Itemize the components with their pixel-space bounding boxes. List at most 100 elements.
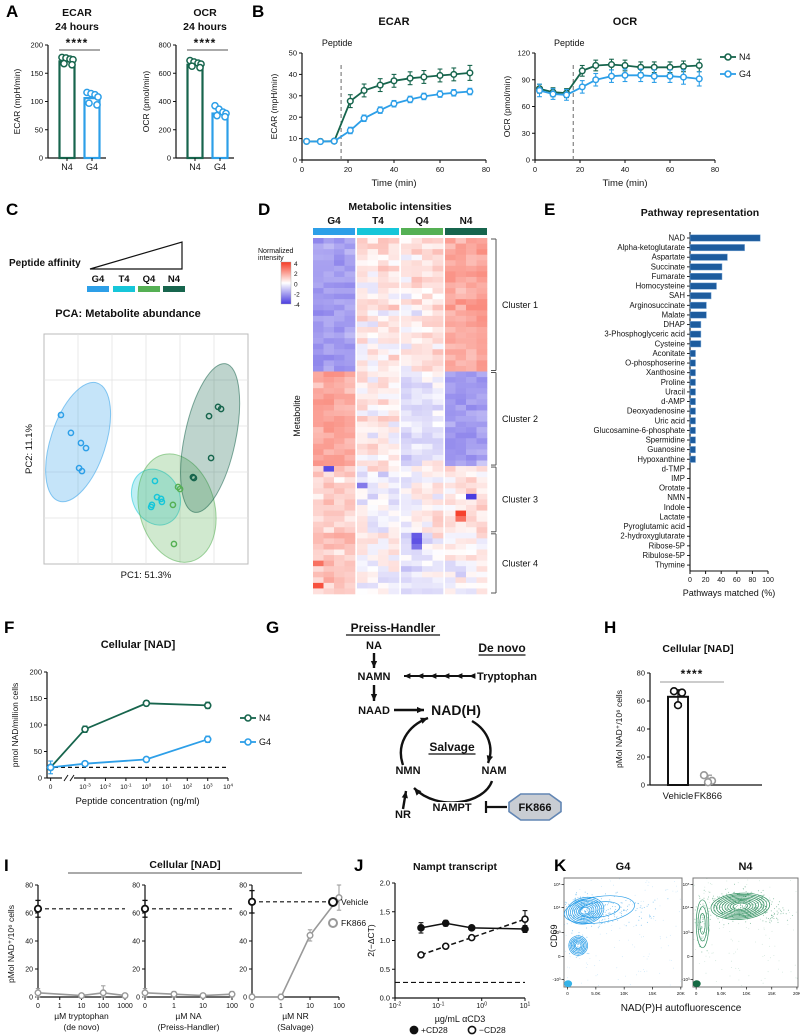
svg-text:5.0K: 5.0K <box>591 991 600 996</box>
chart-title: ECAR <box>378 16 409 28</box>
svg-text:4: 4 <box>294 261 298 268</box>
x-axis-label: µM NA <box>175 1011 201 1021</box>
svg-text:10: 10 <box>306 1003 314 1010</box>
svg-text:40: 40 <box>717 577 725 584</box>
svg-text:intensity: intensity <box>258 255 284 262</box>
svg-text:40: 40 <box>390 165 398 174</box>
svg-text:20: 20 <box>289 113 297 122</box>
svg-text:0: 0 <box>695 991 698 996</box>
svg-text:10-1: 10-1 <box>432 1002 444 1010</box>
cluster-label: Cluster 2 <box>502 414 538 424</box>
significance-stars: **** <box>194 36 217 50</box>
y-axis-label: 2(−ΔCT) <box>366 924 376 957</box>
svg-text:400: 400 <box>158 97 171 106</box>
pathway-bar <box>689 378 696 386</box>
svg-text:0: 0 <box>533 165 537 174</box>
x-axis-label: µg/mL αCD3 <box>435 1014 486 1024</box>
panel-letter-k: K <box>554 856 567 875</box>
panel-a-chart-ecar: ECAR 24 hours **** 0 50 100 150 200 N4 G4 ECAR (mp… <box>12 7 106 172</box>
svg-text:10K: 10K <box>743 991 751 996</box>
pathway-item-label: Succinate <box>651 262 685 271</box>
chart-title: ECAR <box>62 7 92 19</box>
heatmap-colorbar <box>280 261 292 305</box>
panel-letter-g: G <box>266 618 280 637</box>
svg-text:10: 10 <box>199 1003 207 1010</box>
svg-text:40: 40 <box>25 939 33 946</box>
svg-text:10³: 10³ <box>683 930 690 935</box>
svg-text:T4: T4 <box>372 216 384 227</box>
svg-text:Q4: Q4 <box>415 216 429 227</box>
svg-text:0: 0 <box>566 991 569 996</box>
svg-text:20: 20 <box>239 967 247 974</box>
panel-letter-d: D <box>258 200 271 219</box>
pathway-item-label: Alpha-ketoglutarate <box>617 243 685 252</box>
svg-text:80: 80 <box>25 883 33 890</box>
svg-text:10-2: 10-2 <box>389 1002 401 1010</box>
pathway-bar <box>689 349 696 357</box>
chart-title: Cellular [NAD] <box>149 859 220 871</box>
y-axis-label: OCR (pmol/min) <box>141 71 151 133</box>
panel-b-legend: N4 G4 <box>720 52 751 79</box>
svg-text:100: 100 <box>97 1003 109 1010</box>
svg-text:0: 0 <box>641 781 645 790</box>
panel-j: Nampt transcript 0.0 0.5 1.0 1.5 2.0 10-2 10-1 1… <box>366 861 531 1035</box>
group-strip-G4 <box>313 228 355 235</box>
panel-g: Preiss-Handler NA NAMN De novo Tryptophan NAA… <box>345 621 562 821</box>
svg-text:100: 100 <box>30 97 43 106</box>
pathway-item-label: d-TMP <box>662 464 685 473</box>
svg-text:Q4: Q4 <box>143 274 156 285</box>
svg-text:100: 100 <box>333 1003 345 1010</box>
panel-a-chart-ocr: OCR 24 hours **** 0 200 400 600 800 N4 G4 OCR (pmo… <box>141 7 234 172</box>
pathway-item-label: Spermidine <box>646 436 685 445</box>
svg-text:50: 50 <box>35 125 43 134</box>
bar-N4 <box>186 63 204 160</box>
panel-f: Cellular [NAD] 0 50 100 150 200 0 10-3 10-2 10-1 1… <box>10 639 271 807</box>
svg-text:60: 60 <box>522 102 530 111</box>
panel-k: CD69 NAD(P)H autofluorescence G4 0 5.0K 10K 15… <box>549 861 800 1014</box>
pathway-item-label: Fumarate <box>652 272 685 281</box>
svg-text:5.0K: 5.0K <box>717 991 726 996</box>
pathway-bar <box>689 292 712 300</box>
svg-text:120: 120 <box>517 49 530 58</box>
pathway-bar <box>689 244 745 252</box>
svg-text:0: 0 <box>38 774 42 783</box>
svg-text:80: 80 <box>711 165 719 174</box>
heatmap-title: Metabolic intensities <box>348 201 451 213</box>
pathway-item-label: O-phosphoserine <box>625 359 685 368</box>
pathway-bar <box>689 369 696 377</box>
svg-text:10K: 10K <box>620 991 628 996</box>
node-namn: NAMN <box>358 671 391 683</box>
svg-text:60: 60 <box>666 165 674 174</box>
pathway-item-label: Proline <box>661 378 685 387</box>
legend-label-G4: G4 <box>259 737 271 747</box>
svg-text:30: 30 <box>289 91 297 100</box>
svg-text:600: 600 <box>158 69 171 78</box>
legend-label-N4: N4 <box>259 713 271 723</box>
svg-text:0: 0 <box>39 154 43 163</box>
svg-text:10⁵: 10⁵ <box>683 882 690 887</box>
affinity-chip-G4 <box>87 286 109 292</box>
pathway-preiss-handler: Preiss-Handler <box>351 621 436 635</box>
svg-text:1.0: 1.0 <box>380 936 390 945</box>
svg-text:20K: 20K <box>677 991 685 996</box>
svg-text:103: 103 <box>203 783 213 791</box>
bar-Vehicle <box>667 695 689 786</box>
panel-d: Metabolic intensities G4 T4 Q4 N4 Normalizedi… <box>258 201 538 595</box>
node-nr: NR <box>395 809 411 821</box>
pathway-item-label: SAH <box>669 291 685 300</box>
svg-text:102: 102 <box>182 783 192 791</box>
pathway-item-label: d-AMP <box>661 397 685 406</box>
legend-label-−CD28: −CD28 <box>479 1025 506 1035</box>
significance-stars: **** <box>66 36 89 50</box>
svg-text:1000: 1000 <box>117 1003 133 1010</box>
affinity-chip-Q4 <box>138 286 160 292</box>
svg-text:30: 30 <box>522 129 530 138</box>
pathway-salvage: Salvage <box>429 740 475 754</box>
heatmap-ylabel: Metabolite <box>292 395 302 437</box>
bar-N4 <box>58 60 76 160</box>
panel-letter-c: C <box>6 200 19 219</box>
svg-text:150: 150 <box>30 69 43 78</box>
svg-text:G4: G4 <box>214 162 226 172</box>
svg-text:0.5: 0.5 <box>380 965 390 974</box>
